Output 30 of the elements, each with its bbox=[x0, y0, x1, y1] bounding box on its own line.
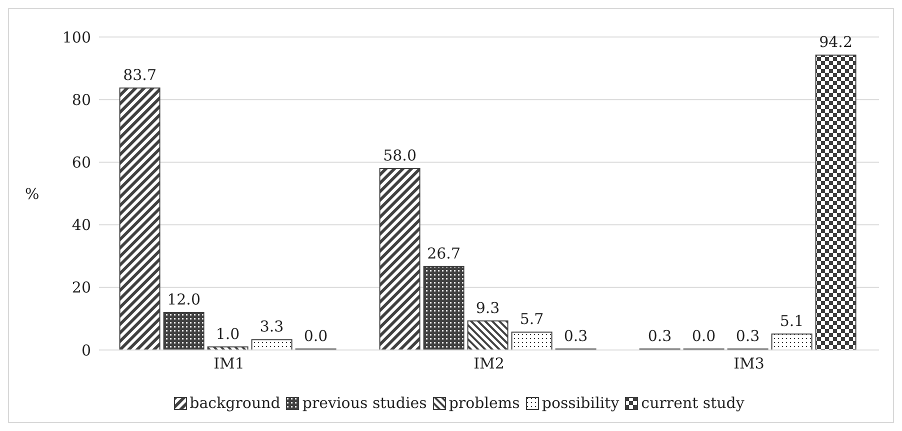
legend-label: problems bbox=[448, 394, 520, 412]
y-tick-label: 100 bbox=[62, 28, 91, 46]
data-label: 12.0 bbox=[167, 290, 201, 308]
x-tick-label: IM3 bbox=[734, 354, 764, 373]
data-label: 0.0 bbox=[304, 327, 328, 345]
legend-label: previous studies bbox=[302, 394, 427, 412]
legend-label: possibility bbox=[542, 394, 620, 412]
data-label: 26.7 bbox=[427, 244, 461, 262]
data-label: 0.0 bbox=[692, 327, 716, 345]
data-label: 3.3 bbox=[260, 318, 284, 336]
y-axis-title: % bbox=[25, 184, 40, 203]
y-tick-label: 0 bbox=[81, 341, 91, 360]
x-tick-label: IM2 bbox=[474, 354, 504, 373]
data-label: 5.1 bbox=[780, 312, 804, 330]
data-label: 58.0 bbox=[383, 146, 417, 164]
legend-label: background bbox=[190, 394, 280, 412]
data-label: 1.0 bbox=[216, 324, 240, 343]
y-tick-label: 60 bbox=[72, 154, 91, 172]
data-label: 0.3 bbox=[648, 327, 672, 345]
data-label: 94.2 bbox=[819, 33, 853, 52]
data-label: 0.3 bbox=[564, 327, 588, 345]
data-label: 0.3 bbox=[736, 327, 760, 345]
y-tick-label: 80 bbox=[72, 90, 91, 109]
data-label: 5.7 bbox=[520, 310, 544, 328]
x-tick-label: IM1 bbox=[214, 354, 244, 373]
data-label: 83.7 bbox=[123, 66, 157, 84]
data-label: 9.3 bbox=[476, 298, 500, 317]
y-tick-label: 40 bbox=[72, 216, 91, 234]
y-tick-label: 20 bbox=[72, 278, 91, 297]
legend-label: current study bbox=[641, 394, 744, 412]
